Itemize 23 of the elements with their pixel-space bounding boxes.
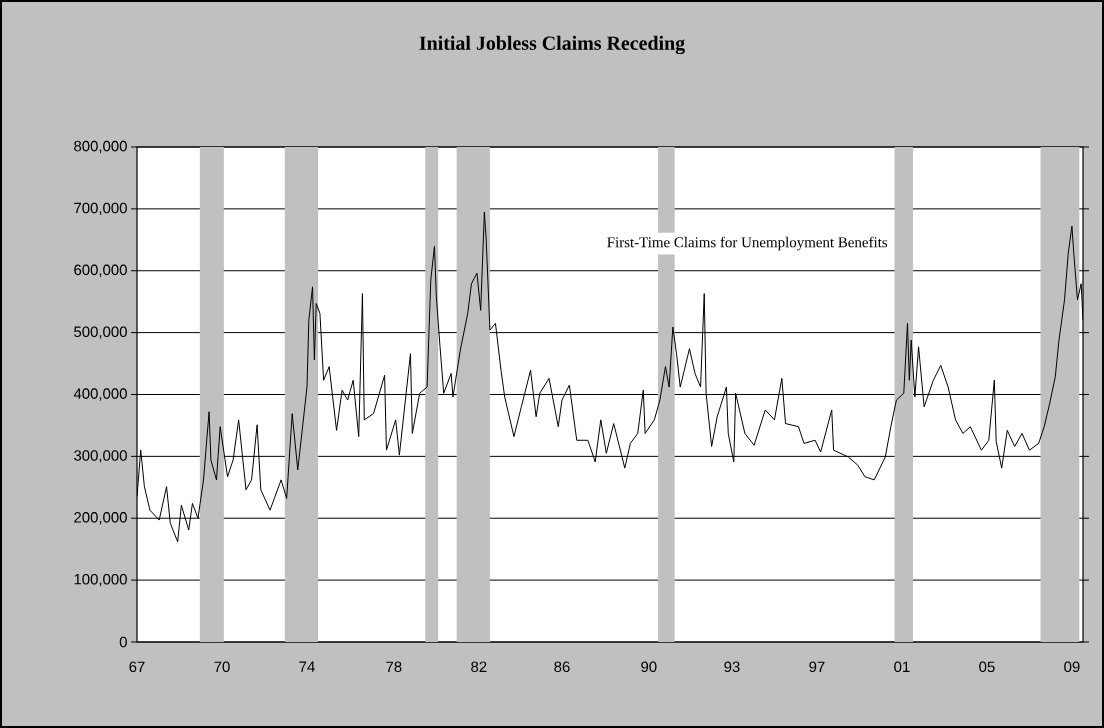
x-tick-label: 90 (641, 661, 657, 673)
x-tick-label: 01 (894, 661, 910, 673)
y-tick-label: 200,000 (74, 512, 127, 525)
y-tick-label: 400,000 (73, 388, 127, 401)
y-tick-label: 100,000 (74, 573, 127, 587)
text: First-Time Claims for Unemployment Benefits (607, 236, 888, 251)
x-tick-label: 09 (1064, 661, 1080, 673)
x-tick-label: 82 (471, 661, 487, 673)
x-tick-label: 97 (809, 661, 825, 673)
y-tick-label: 300,000 (74, 450, 127, 463)
x-tick-label: 93 (724, 661, 740, 673)
x-tick-label: 78 (386, 661, 402, 673)
x-tick-label: 74 (299, 661, 315, 672)
y-tick-label: 0 (119, 636, 127, 648)
x-tick-label: 86 (554, 661, 570, 673)
y-tick-label: 600,000 (74, 264, 127, 277)
chart-title: Initial Jobless Claims Receding (419, 35, 685, 55)
y-tick-label: 800,000 (74, 140, 127, 154)
x-tick-label: 05 (979, 661, 995, 673)
x-tick-label: 70 (214, 661, 230, 673)
y-tick-label: 700,000 (74, 202, 127, 216)
y-tick-label: 500,000 (74, 326, 127, 339)
x-tick-label: 67 (129, 661, 145, 673)
